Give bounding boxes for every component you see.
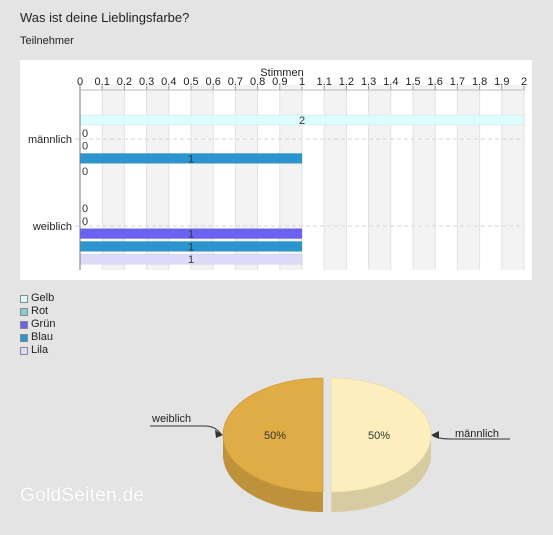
legend-label: Gelb bbox=[31, 292, 55, 304]
legend-label: Rot bbox=[31, 305, 49, 317]
grid-band bbox=[501, 85, 524, 270]
x-tick-label: 1.1 bbox=[317, 76, 332, 88]
legend-label: Grün bbox=[31, 318, 56, 330]
legend-item-gelb: Gelb bbox=[20, 292, 55, 305]
x-tick-label: 1.8 bbox=[472, 76, 487, 88]
chart-title: Was ist deine Lieblingsfarbe? bbox=[20, 10, 190, 25]
x-tick-label: 1.5 bbox=[405, 76, 420, 88]
x-axis-label: Stimmen bbox=[260, 67, 303, 79]
grid-band bbox=[235, 85, 258, 270]
grid-band bbox=[279, 85, 302, 270]
chart-subtitle: Teilnehmer bbox=[20, 35, 74, 47]
x-tick-label: 0.8 bbox=[250, 76, 265, 88]
grid-band bbox=[146, 85, 169, 270]
bar-data-label: 1 bbox=[188, 241, 194, 253]
bar-chart: Stimmen 0 0.1 0.2 0.3 0.4 0.5 0.6 0.7 0.8 0.9 1 1.1 1… bbox=[20, 60, 532, 280]
x-tick-label: 1 bbox=[299, 76, 305, 88]
x-tick-label: 1.9 bbox=[494, 76, 509, 88]
legend-label: Lila bbox=[31, 344, 49, 356]
pie-value-label: 50% bbox=[264, 430, 286, 442]
bar-data-label: 0 bbox=[82, 203, 88, 215]
x-tick-label: 0.6 bbox=[206, 76, 221, 88]
pie-slice-wall bbox=[331, 435, 431, 512]
legend-swatch bbox=[20, 346, 28, 355]
pie-label-weiblich: weiblich bbox=[151, 413, 191, 425]
legend: Gelb Rot Grün Blau Lila bbox=[20, 292, 55, 357]
x-tick-label: 0.9 bbox=[272, 76, 287, 88]
x-tick-label: 1.3 bbox=[361, 76, 376, 88]
x-tick-label: 0 bbox=[77, 76, 83, 88]
grid-band bbox=[413, 85, 436, 270]
legend-swatch bbox=[20, 294, 28, 303]
pie-slice-wall bbox=[223, 435, 323, 512]
callout-arrow bbox=[431, 431, 439, 439]
bar-data-label: 1 bbox=[188, 229, 194, 241]
x-tick-label: 1.2 bbox=[339, 76, 354, 88]
callout-line bbox=[150, 425, 222, 435]
pie-slice-side bbox=[331, 435, 431, 512]
legend-label: Blau bbox=[31, 331, 54, 343]
pie-value-label: 50% bbox=[368, 430, 390, 442]
legend-item-blau: Blau bbox=[20, 331, 55, 344]
x-tick-label: 1.6 bbox=[428, 76, 443, 88]
x-tick-label: 1.7 bbox=[450, 76, 465, 88]
legend-item-lila: Lila bbox=[20, 344, 55, 357]
pie-chart: 50% 50% weiblich männlich bbox=[150, 377, 510, 512]
y-tick-label: weiblich bbox=[32, 221, 72, 233]
grid-band bbox=[457, 85, 480, 270]
grid-band bbox=[102, 85, 125, 270]
callout-arrow bbox=[215, 430, 223, 438]
x-tick-label: 0.5 bbox=[183, 76, 198, 88]
bar-data-label: 0 bbox=[82, 141, 88, 153]
x-tick-label: 0.3 bbox=[139, 76, 154, 88]
bar-data-label: 2 bbox=[299, 115, 305, 127]
legend-item-rot: Rot bbox=[20, 305, 55, 318]
x-tick-label: 2 bbox=[521, 76, 527, 88]
bar-data-label: 0 bbox=[82, 166, 88, 178]
legend-item-grün: Grün bbox=[20, 318, 55, 331]
legend-swatch bbox=[20, 307, 28, 316]
y-tick-label: männlich bbox=[28, 134, 72, 146]
legend-swatch bbox=[20, 333, 28, 342]
grid-band bbox=[368, 85, 391, 270]
bar-data-label: 0 bbox=[82, 128, 88, 140]
watermark-logo: GoldSeiten.de bbox=[20, 485, 145, 506]
x-tick-label: 0.7 bbox=[228, 76, 243, 88]
x-tick-label: 0.4 bbox=[161, 76, 176, 88]
legend-swatch bbox=[20, 320, 28, 329]
x-tick-label: 1.4 bbox=[383, 76, 398, 88]
pie-label-maennlich: männlich bbox=[455, 428, 499, 440]
grid-band bbox=[324, 85, 347, 270]
bar-data-label: 0 bbox=[82, 216, 88, 228]
pie-slice-side bbox=[223, 435, 323, 512]
x-tick-label: 0.2 bbox=[117, 76, 132, 88]
bar-data-label: 1 bbox=[188, 254, 194, 266]
grid-band bbox=[191, 85, 214, 270]
bar-data-label: 1 bbox=[188, 153, 194, 165]
x-tick-label: 0.1 bbox=[95, 76, 110, 88]
